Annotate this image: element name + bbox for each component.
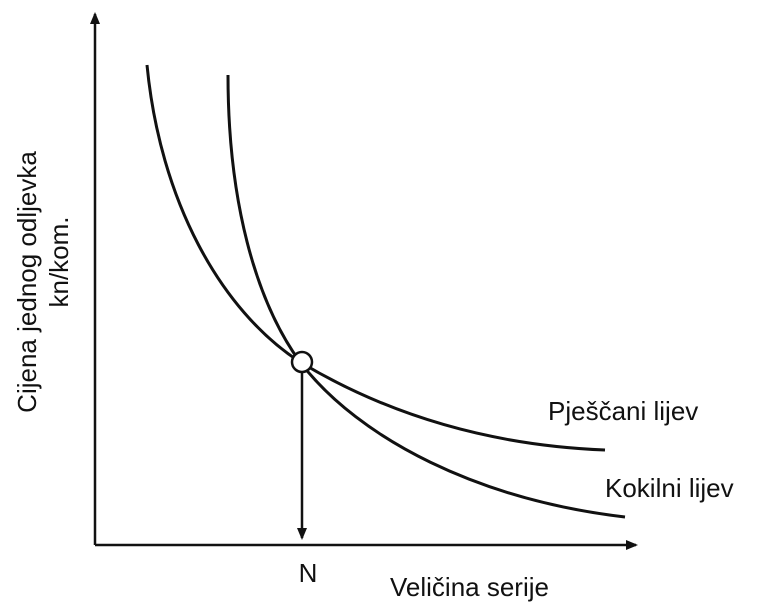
y-axis-label: Cijena jednog odljevka <box>12 151 42 413</box>
curve-sand <box>145 64 606 452</box>
marker-label: N <box>299 558 318 588</box>
y-axis-label: kn/kom. <box>44 216 74 307</box>
x-axis-label: Veličina serije <box>390 572 549 602</box>
intersection-point <box>290 350 314 374</box>
curve-label: Pješčani lijev <box>548 396 698 426</box>
curve-die <box>226 74 626 519</box>
curve-label: Kokilni lijev <box>605 473 734 503</box>
